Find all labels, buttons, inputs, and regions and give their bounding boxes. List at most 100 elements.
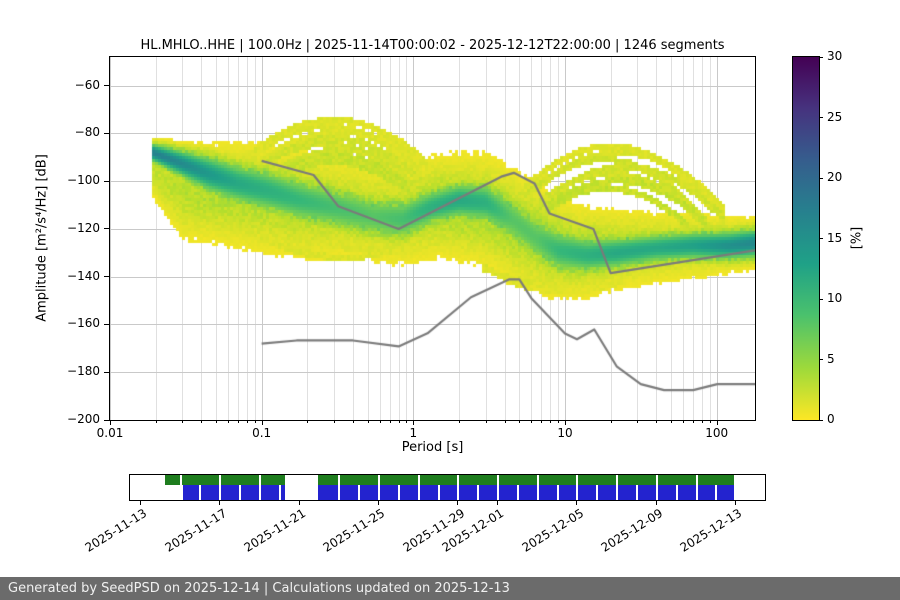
timeline-date-label: 2025-12-09 bbox=[598, 506, 666, 555]
y-axis-tick-label: −60 bbox=[74, 77, 100, 92]
timeline-tick bbox=[139, 501, 141, 505]
timeline-tick bbox=[497, 501, 499, 505]
day-separator bbox=[655, 485, 658, 500]
x-axis-minor-tick bbox=[504, 420, 506, 423]
y-axis-tick bbox=[104, 276, 109, 278]
y-axis-tick bbox=[104, 419, 109, 421]
day-separator bbox=[596, 485, 599, 500]
y-axis-tick bbox=[104, 132, 109, 134]
x-axis-minor-tick bbox=[541, 420, 543, 423]
colorbar-label: [%] bbox=[849, 226, 865, 250]
colorbar-gradient bbox=[793, 57, 819, 420]
y-axis-tick-label: −100 bbox=[67, 173, 100, 188]
timeline-date-label: 2025-11-17 bbox=[162, 506, 229, 555]
x-axis-minor-tick bbox=[367, 420, 369, 423]
x-axis-tick bbox=[716, 420, 718, 425]
day-separator bbox=[358, 485, 361, 500]
x-axis-minor-tick bbox=[216, 420, 217, 423]
x-axis-minor-tick bbox=[246, 420, 248, 423]
day-separator bbox=[378, 485, 381, 500]
y-axis-tick bbox=[104, 371, 109, 373]
x-axis-minor-tick bbox=[693, 420, 695, 423]
ppsd-heatmap-canvas bbox=[110, 57, 755, 420]
x-axis-minor-tick bbox=[709, 420, 711, 423]
x-axis-minor-tick bbox=[558, 420, 560, 423]
x-axis-tick bbox=[110, 420, 111, 425]
day-separator bbox=[675, 485, 678, 500]
availability-segment-blue bbox=[317, 485, 734, 500]
x-axis-tick bbox=[261, 420, 263, 425]
day-separator bbox=[497, 485, 500, 500]
day-separator bbox=[378, 475, 381, 485]
timeline-date-label: 2025-11-13 bbox=[82, 506, 150, 555]
y-axis-tick-label: −140 bbox=[67, 268, 100, 283]
plot-title: HL.MHLO..HHE | 100.0Hz | 2025-11-14T00:0… bbox=[140, 38, 725, 53]
x-axis-minor-tick bbox=[352, 420, 354, 423]
day-separator bbox=[239, 485, 242, 500]
colorbar-tick-label: 25 bbox=[827, 109, 843, 124]
x-axis-minor-tick bbox=[406, 420, 408, 423]
colorbar-tick bbox=[819, 298, 823, 300]
x-axis-minor-tick bbox=[182, 420, 184, 423]
day-separator bbox=[278, 485, 281, 500]
colorbar-tick bbox=[819, 177, 823, 179]
x-axis-minor-tick bbox=[683, 420, 684, 423]
x-axis-minor-tick bbox=[531, 420, 533, 423]
x-axis-minor-tick bbox=[519, 420, 521, 423]
day-separator bbox=[417, 485, 420, 500]
x-axis-tick bbox=[413, 420, 415, 425]
y-axis-tick bbox=[104, 228, 109, 230]
day-separator bbox=[338, 485, 341, 500]
colorbar bbox=[792, 56, 820, 421]
x-axis-tick-label: 0.01 bbox=[96, 426, 124, 440]
x-axis-minor-tick bbox=[485, 420, 487, 423]
colorbar-tick-label: 10 bbox=[827, 291, 843, 305]
day-separator bbox=[715, 485, 718, 500]
colorbar-tick-label: 5 bbox=[827, 351, 835, 366]
x-axis-tick-label: 100 bbox=[705, 426, 729, 440]
x-axis-minor-tick bbox=[334, 420, 336, 423]
day-separator bbox=[616, 485, 619, 500]
x-axis-minor-tick bbox=[701, 420, 703, 423]
day-separator bbox=[616, 475, 619, 485]
x-axis-minor-tick bbox=[228, 420, 230, 423]
y-axis-tick-label: −200 bbox=[67, 412, 100, 426]
day-separator bbox=[695, 475, 698, 485]
day-separator bbox=[417, 475, 420, 485]
availability-timeline bbox=[129, 474, 766, 501]
colorbar-tick-label: 20 bbox=[827, 170, 843, 184]
timeline-date-label: 2025-11-21 bbox=[241, 506, 309, 555]
day-separator bbox=[655, 475, 658, 485]
availability-segment-green bbox=[317, 475, 734, 485]
timeline-tick bbox=[298, 501, 300, 505]
footer-bar: Generated by SeedPSD on 2025-12-14 | Cal… bbox=[0, 577, 900, 600]
x-axis-minor-tick bbox=[379, 420, 381, 423]
x-axis-minor-tick bbox=[656, 420, 658, 423]
x-axis-minor-tick bbox=[307, 420, 309, 423]
x-axis-minor-tick bbox=[389, 420, 391, 423]
day-separator bbox=[199, 485, 202, 500]
day-separator bbox=[437, 485, 440, 500]
x-axis-tick-label: 1 bbox=[409, 426, 418, 440]
ppsd-plot-area bbox=[109, 56, 756, 421]
y-axis-tick-label: −160 bbox=[67, 316, 100, 331]
x-axis-minor-tick bbox=[254, 420, 256, 423]
colorbar-tick-label: 30 bbox=[827, 49, 843, 63]
y-axis-tick bbox=[104, 323, 109, 325]
timeline-tick bbox=[576, 501, 578, 505]
y-axis-tick-label: −120 bbox=[67, 220, 100, 235]
x-axis-minor-tick bbox=[610, 420, 612, 423]
day-separator bbox=[457, 485, 460, 500]
y-axis-label: Amplitude [m²/s⁴/Hz] [dB] bbox=[34, 154, 50, 322]
day-separator bbox=[219, 485, 222, 500]
day-separator bbox=[457, 475, 460, 485]
day-separator bbox=[636, 485, 639, 500]
x-axis-minor-tick bbox=[458, 420, 460, 423]
colorbar-tick bbox=[819, 56, 823, 58]
availability-segment-green bbox=[164, 475, 285, 485]
colorbar-tick-label: 15 bbox=[827, 230, 843, 245]
day-separator bbox=[556, 485, 559, 500]
x-axis-tick-label: 10 bbox=[557, 426, 573, 440]
day-separator bbox=[219, 475, 222, 485]
